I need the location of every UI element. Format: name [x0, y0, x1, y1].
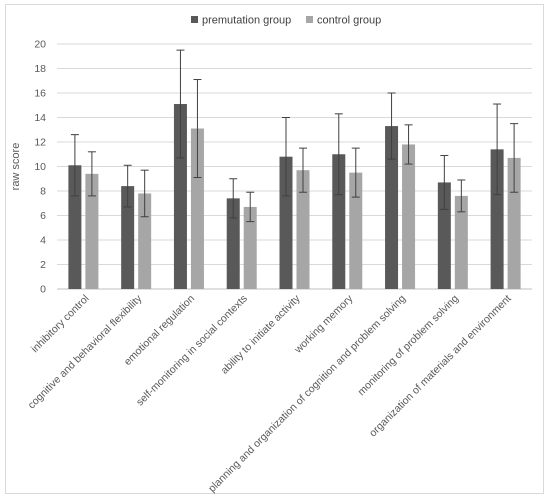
bar	[385, 126, 399, 289]
y-tick-label: 10	[34, 161, 46, 173]
y-tick-label: 8	[40, 186, 46, 198]
bar	[85, 173, 99, 289]
gridlines	[57, 43, 532, 290]
bar	[279, 156, 293, 289]
legend-label: control group	[317, 15, 381, 27]
x-tick-label: cognitive and behavioral flexibility	[26, 292, 145, 411]
bar	[121, 186, 135, 289]
y-axis-title: raw score	[10, 143, 22, 191]
bar	[454, 195, 468, 289]
bar	[332, 154, 346, 289]
bar	[243, 206, 257, 289]
y-tick-label: 2	[40, 259, 46, 271]
x-tick-label: self-monitoring in social contexts	[134, 293, 250, 409]
y-tick-label: 20	[34, 39, 46, 51]
legend-swatch	[306, 16, 313, 23]
y-tick-label: 14	[34, 112, 46, 124]
bar	[349, 172, 363, 289]
legend-label: premutation group	[202, 15, 291, 27]
y-tick-label: 16	[34, 88, 46, 100]
bar	[226, 198, 240, 289]
y-tick-label: 6	[40, 210, 46, 222]
bar	[296, 170, 310, 289]
bar	[507, 157, 521, 289]
error-bars	[70, 49, 519, 223]
x-tick-label: planning and organization of cognition a…	[206, 293, 408, 495]
bars	[68, 104, 521, 290]
y-tick-label: 12	[34, 137, 46, 149]
y-tick-label: 4	[40, 235, 46, 247]
bar	[490, 149, 504, 289]
bar	[173, 104, 187, 290]
bar	[402, 144, 416, 289]
x-tick-label: monitoring of problem solving	[355, 293, 461, 399]
y-axis-ticks: 0 2 4 6 8 10 12 14 16 18 20	[34, 39, 46, 296]
y-tick-label: 18	[34, 63, 46, 75]
legend-swatch	[191, 16, 198, 23]
legend: premutation group control group	[191, 15, 381, 27]
bar	[190, 128, 204, 289]
bar	[138, 193, 152, 289]
y-tick-label: 0	[40, 284, 46, 296]
